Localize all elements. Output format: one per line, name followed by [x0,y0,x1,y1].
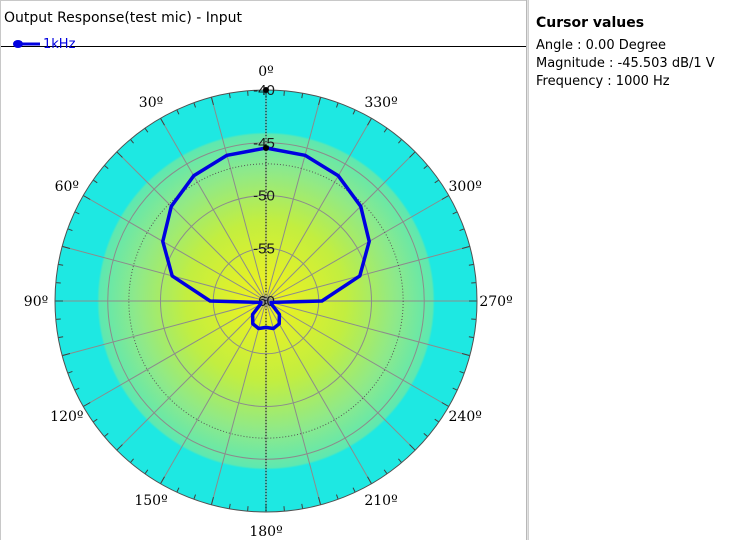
cursor-marker [263,145,269,151]
angle-label: 120º [50,409,83,425]
angle-label: 30º [139,95,163,111]
polar-plot[interactable]: -40-45-50-55-600º30º60º90º120º150º180º21… [1,1,527,541]
angle-label: 270º [479,294,512,310]
plot-panel: Output Response(test mic) - Input 1kHz -… [0,0,526,540]
angle-label: 240º [449,409,482,425]
angle-label: 180º [249,524,282,540]
angle-label: 90º [24,294,48,310]
cursor-magnitude: Magnitude : -45.503 dB/1 V [536,56,715,71]
angle-label: 210º [364,493,397,509]
cursor-frequency: Frequency : 1000 Hz [536,74,670,89]
cursor-rim-marker [263,87,269,93]
angle-label: 60º [55,179,79,195]
radial-tick-label: -55 [253,240,275,257]
angle-label: 150º [134,493,167,509]
cursor-values-panel: Cursor values Angle : 0.00 Degree Magnit… [529,0,746,540]
cursor-values-heading: Cursor values [536,15,644,31]
angle-label: 0º [258,64,274,80]
angle-label: 330º [364,95,397,111]
angle-label: 300º [449,179,482,195]
cursor-angle: Angle : 0.00 Degree [536,38,666,53]
radial-tick-label: -50 [253,188,275,205]
